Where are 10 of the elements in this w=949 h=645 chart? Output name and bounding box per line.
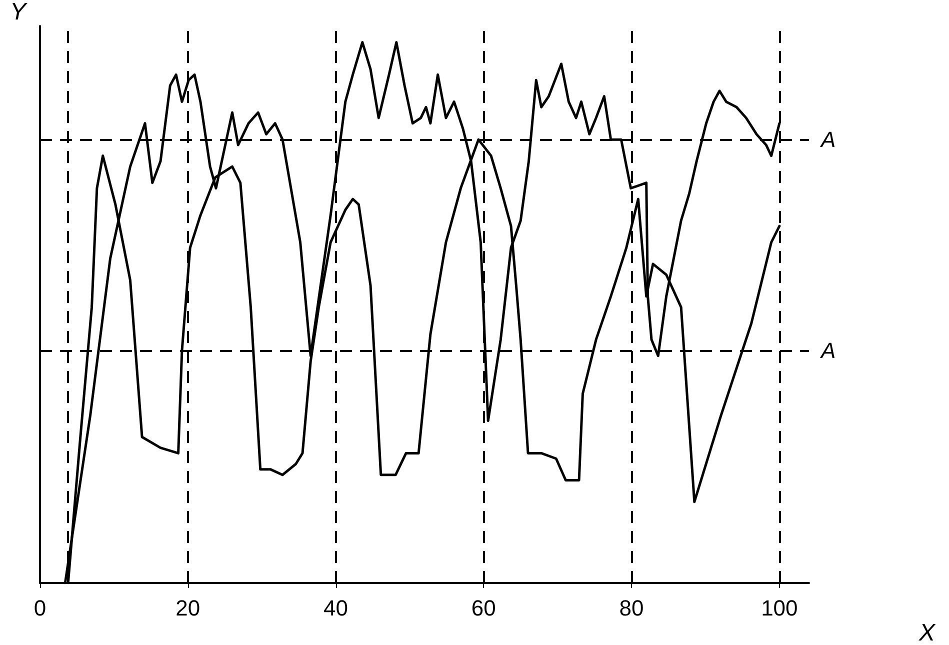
x-tick-label: 80 bbox=[619, 596, 644, 620]
ref-line-label: A bbox=[819, 338, 836, 363]
x-tick-label: 60 bbox=[471, 596, 496, 620]
x-tick-label: 40 bbox=[324, 596, 348, 620]
ref-line-label: A bbox=[819, 127, 836, 152]
x-tick-label: 20 bbox=[176, 596, 200, 620]
x-axis-title: X bbox=[918, 620, 936, 645]
x-tick-label: 100 bbox=[761, 596, 798, 620]
x-tick-label: 0 bbox=[34, 596, 46, 620]
y-axis-title: Y bbox=[10, 0, 28, 26]
